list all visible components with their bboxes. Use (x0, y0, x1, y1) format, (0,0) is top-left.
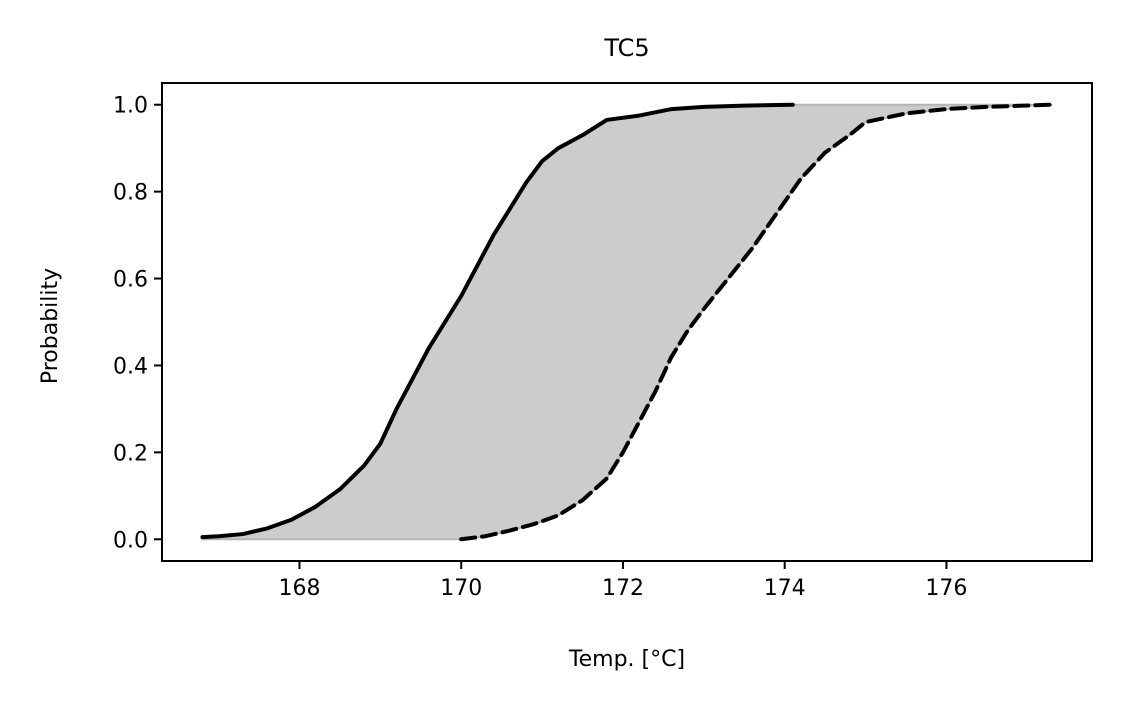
y-tick-label: 0.6 (113, 268, 148, 293)
y-tick-label: 1.0 (113, 94, 148, 119)
y-axis-label: Probability (38, 268, 63, 384)
x-tick-label: 170 (440, 576, 482, 601)
chart-title: TC5 (603, 34, 649, 62)
x-tick-label: 168 (278, 576, 320, 601)
x-tick-label: 174 (764, 576, 806, 601)
y-tick-label: 0.2 (113, 441, 148, 466)
plot-area (200, 102, 1054, 542)
x-tick-label: 172 (602, 576, 644, 601)
series-upper-line (459, 102, 1054, 542)
plot-frame (161, 82, 1093, 562)
y-tick-label: 0.4 (113, 354, 148, 379)
series-lower-line (200, 102, 795, 540)
x-tick-label: 176 (925, 576, 967, 601)
y-axis-ticks: 0.0 0.2 0.4 0.6 0.8 1.0 (113, 94, 162, 553)
x-axis-ticks: 168 170 172 174 176 (278, 561, 967, 601)
x-axis-label: Temp. [°C] (568, 647, 685, 672)
y-tick-label: 0.0 (113, 528, 148, 553)
y-tick-label: 0.8 (113, 181, 148, 206)
